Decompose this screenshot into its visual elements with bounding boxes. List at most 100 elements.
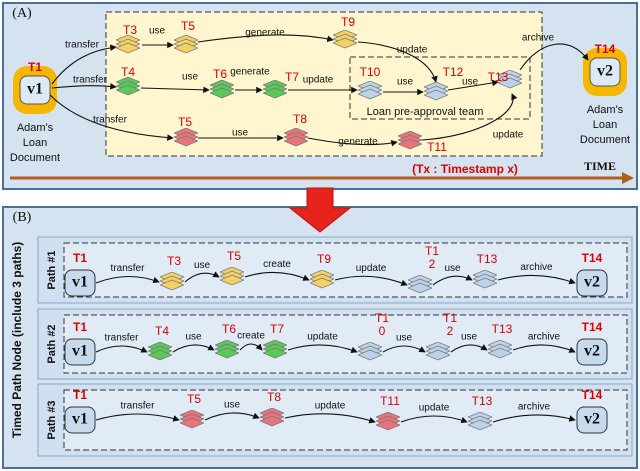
start-time: T1 xyxy=(28,60,42,74)
edge-label: generate xyxy=(230,67,270,78)
path-box xyxy=(63,314,628,374)
edge-label: use xyxy=(461,332,478,343)
time-arrow xyxy=(622,172,634,184)
edge xyxy=(95,275,160,284)
edge-label: use xyxy=(462,77,479,88)
node-time: T8 xyxy=(267,390,281,404)
node-time: T13 xyxy=(472,394,493,408)
edge-label: use xyxy=(182,72,199,83)
legend: (Tx : Timestamp x) xyxy=(412,162,518,176)
edge-label: update xyxy=(307,332,338,343)
end-id: v2 xyxy=(584,411,600,428)
edge xyxy=(334,275,408,286)
node-time: T3 xyxy=(123,23,137,37)
end-time: T14 xyxy=(582,320,603,334)
edges-a xyxy=(49,34,589,147)
end-time: T14 xyxy=(595,42,616,56)
edge-label: archive xyxy=(520,262,553,273)
edge-label: transfer xyxy=(111,263,146,274)
node-time: T5 xyxy=(227,249,241,263)
edge-label: transfer xyxy=(105,333,140,344)
labels: (A) T1 v1 Adam's Loan Document T14 v2 Adam's Loan… xyxy=(10,6,630,439)
node-time: T11 xyxy=(427,140,447,154)
edge-label: transfer xyxy=(121,401,156,412)
end-time: T14 xyxy=(582,388,603,402)
start-node xyxy=(64,406,96,434)
edge-label: use xyxy=(194,260,211,271)
end-node xyxy=(589,57,621,87)
path-box xyxy=(63,389,628,451)
edge xyxy=(95,345,148,353)
start-time: T1 xyxy=(73,320,87,334)
start-caption: Adam's xyxy=(17,122,54,134)
paths xyxy=(37,30,633,457)
node-time: T6 xyxy=(213,67,227,81)
start-id: v1 xyxy=(72,274,88,291)
side-title: Timed Path Node (include 3 paths) xyxy=(10,242,24,438)
end-caption: Loan xyxy=(593,119,617,131)
node-time: T5 xyxy=(178,115,192,129)
node-time: T5 xyxy=(187,392,201,406)
edge-label: create xyxy=(237,331,265,342)
edge xyxy=(400,415,468,424)
edge-label: use xyxy=(444,263,461,274)
start-node xyxy=(64,269,96,297)
start-node xyxy=(19,75,51,105)
end-node xyxy=(576,269,608,297)
node-time: T12 xyxy=(443,65,464,79)
edge-label: update xyxy=(419,403,450,414)
node-time: T7 xyxy=(285,70,299,84)
path-band xyxy=(37,308,633,380)
end-caption: Document xyxy=(580,134,630,146)
edge-label: generate xyxy=(245,28,285,39)
start-id: v1 xyxy=(72,343,88,360)
end-caption: Adam's xyxy=(587,104,624,116)
edge-label: use xyxy=(185,332,202,343)
path-name: Path #3 xyxy=(46,400,58,439)
edge-label: update xyxy=(493,130,524,141)
edge xyxy=(492,414,576,423)
node-time: 2 xyxy=(447,324,454,338)
node-time: T6 xyxy=(222,322,236,336)
edge xyxy=(287,344,358,354)
edge-label: use xyxy=(397,77,414,88)
path-name: Path #1 xyxy=(46,250,58,289)
edge xyxy=(172,344,215,353)
node-time: 2 xyxy=(429,257,436,271)
node-time: T1 xyxy=(425,244,439,258)
start-time: T1 xyxy=(73,251,87,265)
start-caption: Loan xyxy=(23,137,47,149)
edge-label: archive xyxy=(522,33,555,44)
path-band xyxy=(37,236,633,304)
end-id: v2 xyxy=(597,63,613,80)
start-time: T1 xyxy=(73,388,87,402)
team-label: Loan pre-approval team xyxy=(367,106,484,118)
edge-label: transfer xyxy=(65,40,100,51)
edge xyxy=(432,274,473,286)
edge xyxy=(512,344,576,353)
team-box xyxy=(349,56,531,120)
edge-label: update xyxy=(315,401,346,412)
edge xyxy=(95,413,180,422)
node-time: T4 xyxy=(121,65,135,79)
start-id: v1 xyxy=(72,411,88,428)
axis-label: TIME xyxy=(584,159,616,173)
node-time: T9 xyxy=(341,15,355,29)
start-id: v1 xyxy=(27,81,43,98)
edge-label: update xyxy=(303,75,334,86)
edge-label: archive xyxy=(528,332,561,343)
start-node xyxy=(64,338,96,366)
edge-label: use xyxy=(224,400,241,411)
node-time: T8 xyxy=(293,112,307,126)
edge-label: create xyxy=(263,259,291,270)
node-time: T7 xyxy=(270,322,284,336)
panel-label: (A) xyxy=(12,6,32,21)
node-time: T1 xyxy=(375,311,389,325)
node-time: T9 xyxy=(317,252,331,266)
node-time: T10 xyxy=(360,65,381,79)
edge xyxy=(239,343,263,351)
end-node xyxy=(576,406,608,434)
end-id: v2 xyxy=(584,274,600,291)
edge xyxy=(382,345,426,353)
